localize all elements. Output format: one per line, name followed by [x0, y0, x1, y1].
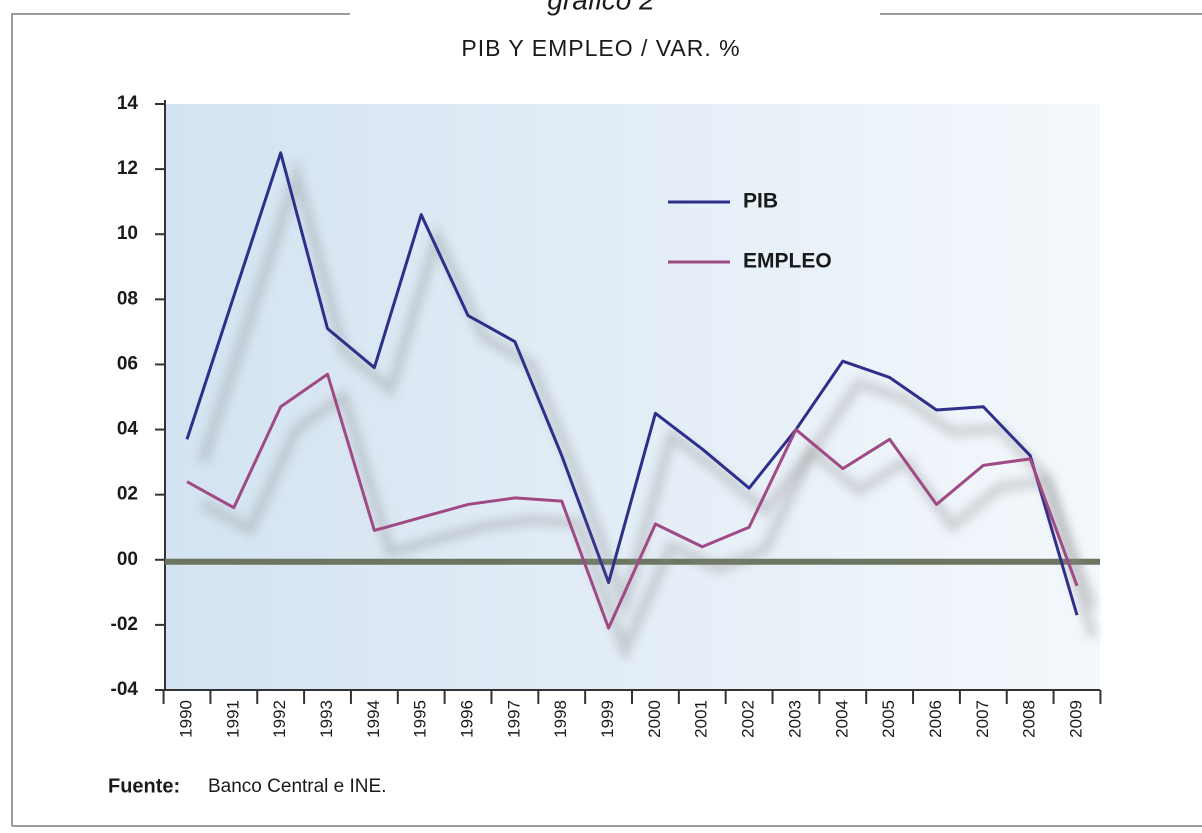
x-tick-label: 2000 — [645, 700, 664, 738]
x-tick-label: 2001 — [692, 700, 711, 738]
x-tick-label: 1995 — [411, 700, 430, 738]
legend-label: PIB — [743, 190, 778, 213]
x-tick-label: 2008 — [1020, 700, 1039, 738]
x-tick-label: 1996 — [458, 700, 477, 738]
y-tick-label: 14 — [117, 93, 139, 114]
data-line — [186, 372, 1079, 630]
y-tick-label: 00 — [117, 549, 138, 570]
y-tick-label: 12 — [117, 158, 138, 179]
y-tick-label: 10 — [117, 223, 138, 244]
x-tick-label: 1992 — [270, 700, 289, 738]
x-tick-label: 1997 — [504, 700, 523, 738]
data-line — [185, 151, 1079, 616]
y-tick-label: 04 — [117, 419, 139, 440]
x-tick-label: 1991 — [223, 700, 242, 738]
source: Banco Central e INE. — [208, 776, 386, 797]
frame — [11, 13, 350, 826]
y-tick-label: 08 — [117, 288, 138, 309]
source-label: Fuente: — [108, 775, 180, 797]
legend-label: EMPLEO — [743, 250, 832, 273]
x-tick-label: 2003 — [785, 700, 804, 738]
x-tick-label: 2007 — [973, 700, 992, 738]
y-tick-label: 02 — [117, 484, 138, 505]
y-tick-label: -04 — [111, 679, 139, 700]
line-shadow — [198, 157, 1098, 639]
x-tick-label: 1994 — [364, 700, 383, 738]
line-shadow — [200, 388, 1098, 664]
chart-subtitle: PIB Y EMPLEO / VAR. % — [461, 35, 740, 61]
x-tick-label: 1998 — [551, 700, 570, 738]
y-tick-label: -02 — [111, 614, 138, 635]
x-tick-label: 2009 — [1066, 700, 1085, 738]
x-tick-label: 1993 — [317, 700, 336, 738]
x-tick-label: 1999 — [598, 700, 617, 738]
x-tick-label: 2006 — [926, 700, 945, 738]
x-tick-label: 2004 — [832, 700, 851, 738]
chart-title: gráfico 2 — [547, 0, 655, 15]
x-tick-label: 2002 — [739, 700, 758, 738]
y-tick-label: 06 — [117, 353, 138, 374]
x-tick-label: 1990 — [176, 700, 195, 738]
x-tick-label: 2005 — [879, 700, 898, 738]
